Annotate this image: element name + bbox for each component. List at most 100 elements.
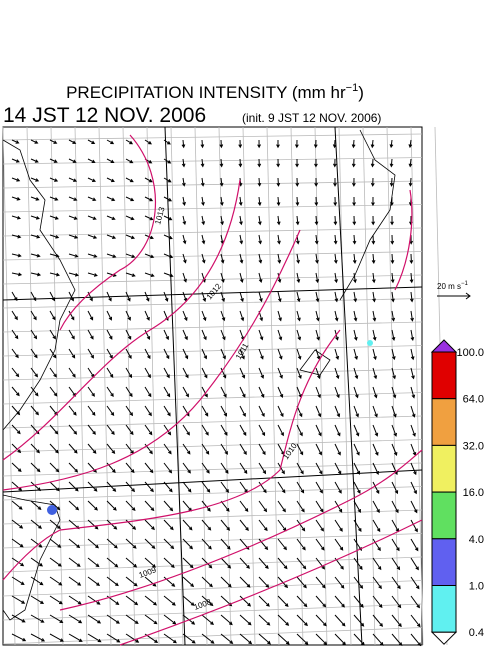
wind-arrow bbox=[144, 386, 152, 398]
wind-arrow bbox=[410, 367, 415, 380]
grid-line bbox=[2, 509, 423, 525]
wind-vectors bbox=[11, 139, 422, 647]
wind-arrow bbox=[390, 234, 395, 245]
wind-arrow bbox=[163, 291, 169, 302]
wind-arrow bbox=[334, 405, 341, 418]
wind-arrow bbox=[49, 329, 56, 340]
wind-arrow bbox=[239, 367, 246, 379]
wind-arrow bbox=[87, 272, 98, 277]
wind-arrow bbox=[351, 158, 356, 168]
wind-arrow bbox=[49, 557, 62, 567]
wind-arrow bbox=[277, 500, 286, 513]
wind-arrow bbox=[11, 196, 21, 201]
wind-arrow bbox=[333, 196, 338, 207]
wind-arrow bbox=[49, 633, 64, 642]
wind-arrow bbox=[296, 253, 300, 264]
wind-arrow bbox=[11, 215, 22, 220]
wind-arrow bbox=[200, 177, 205, 187]
wind-arrow bbox=[353, 519, 362, 532]
wind-arrow bbox=[49, 310, 56, 321]
wind-arrow bbox=[408, 158, 413, 168]
wind-arrow bbox=[352, 196, 356, 207]
wind-arrow bbox=[49, 348, 57, 359]
wind-arrow bbox=[106, 443, 116, 454]
wind-arrow bbox=[315, 576, 326, 589]
lat-lon-grid bbox=[2, 126, 448, 646]
wind-arrow bbox=[239, 614, 252, 626]
wind-arrow bbox=[334, 481, 342, 494]
wind-arrow bbox=[49, 386, 58, 397]
wind-arrow bbox=[68, 576, 82, 586]
wind-arrow bbox=[201, 367, 208, 379]
wind-arrow bbox=[315, 424, 322, 437]
wind-arrow bbox=[30, 139, 39, 144]
wind-arrow bbox=[220, 386, 227, 398]
wind-arrow bbox=[30, 443, 40, 454]
wind-arrow bbox=[87, 538, 99, 549]
grid-line bbox=[2, 556, 423, 573]
wind-arrow bbox=[201, 538, 212, 550]
wind-arrow bbox=[30, 234, 41, 239]
wind-arrow bbox=[371, 253, 376, 264]
wind-arrow bbox=[239, 500, 249, 513]
wind-arrow bbox=[315, 329, 320, 341]
wind-arrow bbox=[182, 633, 196, 644]
wind-arrow bbox=[239, 595, 252, 607]
wind-arrow bbox=[372, 310, 377, 322]
wind-arrow bbox=[220, 538, 231, 550]
wind-arrow bbox=[125, 291, 131, 302]
wind-arrow bbox=[163, 481, 173, 493]
wind-arrow bbox=[220, 481, 230, 493]
colorbar-label: 0.4 bbox=[469, 627, 484, 639]
wind-arrow bbox=[182, 234, 187, 245]
wind-arrow bbox=[68, 595, 82, 605]
wind-arrow bbox=[389, 158, 394, 168]
grid-line bbox=[2, 486, 423, 501]
wind-arrow bbox=[220, 462, 229, 474]
wind-arrow bbox=[11, 310, 18, 321]
wind-arrow bbox=[200, 158, 205, 168]
wind-arrow bbox=[49, 576, 63, 586]
wind-arrow bbox=[315, 481, 323, 494]
wind-arrow bbox=[315, 500, 324, 513]
wind-arrow bbox=[353, 595, 364, 608]
wind-arrow bbox=[277, 234, 281, 245]
wind-arrow bbox=[201, 310, 207, 322]
wind-arrow bbox=[220, 272, 225, 283]
wind-arrow bbox=[201, 348, 208, 360]
wind-arrow bbox=[314, 234, 319, 245]
wind-arrow bbox=[257, 196, 262, 207]
wind-arrow bbox=[410, 481, 417, 495]
wind-arrow bbox=[258, 462, 267, 475]
wind-arrow bbox=[163, 633, 177, 644]
wind-arrow bbox=[106, 234, 117, 239]
wind-arrow bbox=[144, 177, 153, 183]
wind-arrow bbox=[277, 614, 290, 626]
coastline bbox=[2, 139, 76, 431]
coastline bbox=[339, 129, 396, 301]
wind-arrow bbox=[30, 500, 42, 510]
wind-arrow bbox=[87, 500, 98, 511]
wind-arrow bbox=[220, 557, 232, 569]
wind-arrow bbox=[239, 576, 251, 588]
wind-arrow bbox=[258, 576, 270, 588]
wind-arrow bbox=[163, 500, 174, 512]
wind-arrow bbox=[49, 272, 61, 277]
wind-arrow bbox=[315, 538, 325, 551]
wind-arrow bbox=[163, 595, 176, 606]
wind-arrow bbox=[201, 443, 210, 455]
wind-arrow bbox=[353, 272, 357, 284]
wind-arrow bbox=[163, 462, 173, 474]
wind-arrow bbox=[391, 367, 396, 380]
grid-line bbox=[2, 274, 423, 285]
wind-arrow bbox=[125, 557, 138, 568]
colorbar-label: 32.0 bbox=[463, 440, 484, 452]
wind-arrow bbox=[49, 481, 60, 492]
wind-arrow bbox=[391, 424, 397, 437]
wind-arrow bbox=[238, 158, 243, 168]
wind-arrow bbox=[182, 348, 189, 360]
wind-arrow bbox=[68, 177, 78, 182]
wind-arrow bbox=[296, 519, 306, 532]
wind-arrow bbox=[334, 576, 345, 589]
